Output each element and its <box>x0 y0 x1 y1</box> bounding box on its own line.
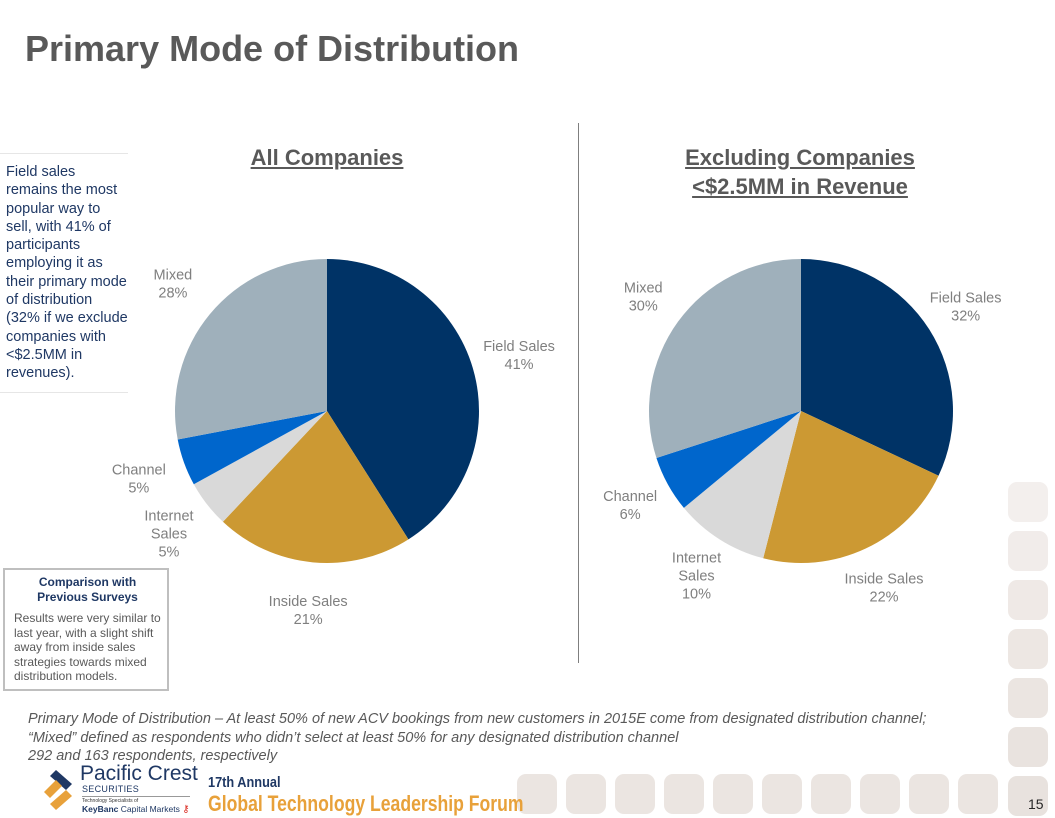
decorative-square <box>1008 531 1048 571</box>
comparison-title: Comparison with Previous Surveys <box>14 575 161 605</box>
decorative-square <box>811 774 851 814</box>
pie-slice-internet-sales <box>193 411 327 522</box>
side-note: Field sales remains the most popular way… <box>0 153 128 393</box>
comparison-body: Results were very similar to last year, … <box>14 611 161 683</box>
pie-slice-mixed <box>649 259 801 458</box>
pie-slice-inside-sales <box>763 411 939 564</box>
pie-slice-internet-sales <box>683 411 801 559</box>
decorative-square <box>958 774 998 814</box>
footnote-line2: “Mixed” defined as respondents who didn’… <box>28 729 679 746</box>
pie-slice-inside-sales <box>222 411 409 563</box>
decorative-square <box>615 774 655 814</box>
comparison-title-line2: Previous Surveys <box>37 590 138 604</box>
decorative-square <box>517 774 557 814</box>
data-label-internet-sales: Internet Sales 5% <box>144 509 193 561</box>
decorative-square <box>762 774 802 814</box>
comparison-title-line1: Comparison with <box>38 575 137 589</box>
decorative-square <box>713 774 753 814</box>
decorative-square <box>1008 629 1048 669</box>
logo-company-name: Pacific Crest <box>80 762 198 785</box>
pie-slice-field-sales <box>327 259 479 540</box>
logo-parent: KeyBanc Capital Markets ⚷ <box>82 804 190 815</box>
pie-slice-mixed <box>174 259 327 440</box>
logo-divider <box>82 796 190 797</box>
data-label-inside-sales: Inside Sales 21% <box>269 594 348 628</box>
data-label-mixed: Mixed 28% <box>154 268 193 302</box>
logo-parent-rest: Capital Markets <box>120 804 180 814</box>
logo-chevron-icon <box>44 770 72 810</box>
logo-tagline: Technology Specialists of <box>82 798 139 804</box>
data-label-mixed: Mixed 30% <box>624 280 663 314</box>
chart-title-excluding: Excluding Companies <$2.5MM in Revenue <box>640 143 960 201</box>
decorative-square <box>664 774 704 814</box>
comparison-box: Comparison with Previous Surveys Results… <box>3 568 169 691</box>
pie-slice-channel <box>177 411 327 485</box>
decorative-square <box>566 774 606 814</box>
footnote: Primary Mode of Distribution – At least … <box>28 710 926 766</box>
decorative-square <box>1008 727 1048 767</box>
decorative-square <box>1008 776 1048 816</box>
logo-company-sub: SECURITIES <box>82 784 140 794</box>
pie-slice-channel <box>656 411 801 508</box>
chart-divider <box>578 123 579 663</box>
decorative-square <box>1008 580 1048 620</box>
event-edition: 17th Annual <box>208 774 281 791</box>
decorative-square <box>860 774 900 814</box>
footnote-line1: Primary Mode of Distribution – At least … <box>28 711 927 727</box>
chart-title-excluding-line1: Excluding Companies <box>685 145 915 170</box>
data-label-inside-sales: Inside Sales 22% <box>845 571 924 605</box>
page-title: Primary Mode of Distribution <box>25 28 520 69</box>
logo-parent-bold: KeyBanc <box>82 804 119 814</box>
key-icon: ⚷ <box>182 804 190 815</box>
pie-slice-field-sales <box>801 259 953 476</box>
decorative-square <box>1008 482 1048 522</box>
data-label-channel: Channel 6% <box>603 489 657 523</box>
data-label-field-sales: Field Sales 41% <box>483 339 555 373</box>
decorative-square <box>1008 678 1048 718</box>
data-label-internet-sales: Internet Sales 10% <box>672 551 721 603</box>
event-name: Global Technology Leadership Forum <box>208 791 524 816</box>
chart-title-excluding-line2: <$2.5MM in Revenue <box>692 174 908 199</box>
data-label-field-sales: Field Sales 32% <box>930 291 1002 325</box>
data-label-channel: Channel 5% <box>112 463 166 497</box>
decorative-square <box>909 774 949 814</box>
page-number: 15 <box>1028 796 1044 812</box>
chart-title-all-companies: All Companies <box>250 145 404 170</box>
pacific-crest-logo: Pacific Crest SECURITIES Technology Spec… <box>40 762 200 816</box>
footnote-line3: 292 and 163 respondents, respectively <box>28 748 278 764</box>
